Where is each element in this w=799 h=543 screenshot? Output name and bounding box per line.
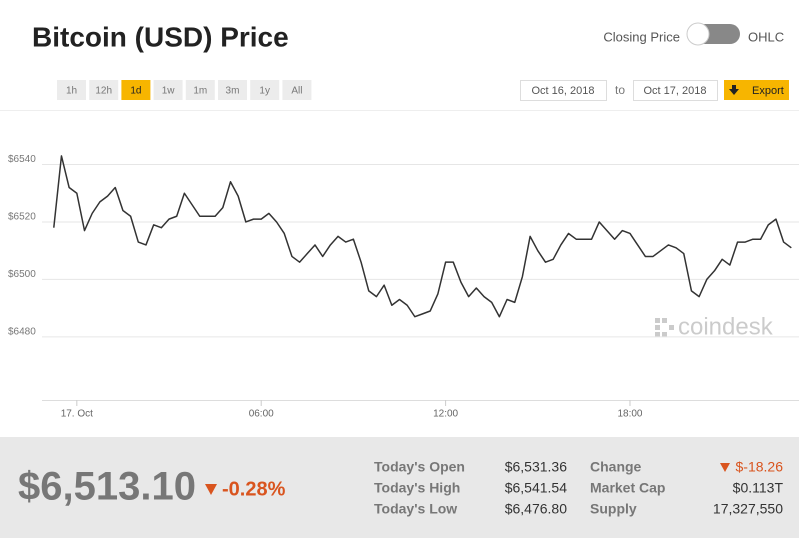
x-tick-label: 12:00 [433,409,458,420]
range-button[interactable]: 12h [89,80,119,100]
export-bg [724,80,789,100]
range-label: 1h [66,86,77,97]
range-button[interactable]: 1d [121,80,151,100]
range-button[interactable]: 1h [57,80,86,100]
logo-block [655,332,660,337]
stat-label: Today's Open [374,459,465,475]
range-button[interactable]: 3m [218,80,247,100]
stat-value: $6,541.54 [505,480,567,496]
range-label: 3m [226,86,240,97]
range-buttons: 1h 12h 1d 1w 1m 3m 1y All [57,80,312,100]
date-from[interactable]: Oct 16, 2018 [520,80,607,101]
export-label: Export [752,85,784,97]
range-bg [121,80,151,100]
stats: Today's Open $6,531.36 Today's High $6,541.… [374,459,783,517]
plot: $6480 $6500 $6520 $6540 17. Oct 06:00 12:00 18:… [8,154,799,420]
page-title: Bitcoin (USD) Price [32,21,289,52]
watermark-text: coindesk [678,313,774,340]
current-price: $6,513.10 [18,465,196,509]
stat-value: $0.113T [733,480,784,496]
summary-panel [0,437,799,538]
export-button[interactable]: Export [724,80,789,100]
range-button[interactable]: 1m [185,80,215,100]
toggle-switch[interactable] [686,22,740,46]
date-box [633,80,718,101]
toggle-label: OHLC [748,29,784,44]
logo-block [669,325,674,330]
price-line [53,155,792,318]
range-label: 1m [193,86,207,97]
date-text: Oct 17, 2018 [644,85,707,97]
down-arrow [205,484,217,495]
stat-value: $6,531.36 [505,459,567,475]
logo-block [662,318,667,323]
x-tick-label: 06:00 [249,409,274,420]
y-tick-label: $6500 [8,269,36,280]
range-label: 1w [162,86,176,97]
stat-label: Today's High [374,480,460,496]
x-tick-label: 18:00 [617,409,642,420]
stat-value: $-18.26 [736,459,784,475]
stat-label: Supply [590,501,637,517]
y-tick-label: $6480 [8,326,36,337]
stat-label: Market Cap [590,480,665,496]
toggle-label: Closing Price [603,29,680,44]
range-label: 12h [95,86,112,97]
down-arrow [720,463,730,472]
x-tick-label: 17. Oct [61,409,93,420]
toggle-knob [686,22,710,46]
watermark: coindesk [655,313,774,340]
stat-label: Change [590,459,642,475]
export-icon [729,85,739,95]
date-separator: to [615,83,625,97]
range-label: 1d [130,86,141,97]
range-label: All [291,86,302,97]
stat-label: Today's Low [374,501,457,517]
range-bg [57,80,86,100]
range-bg [218,80,247,100]
stat-value: $6,476.80 [505,501,567,517]
range-bg [185,80,215,100]
range-bg [89,80,119,100]
logo-block [655,318,660,323]
range-bg [250,80,280,100]
range-bg [153,80,183,100]
range-button[interactable]: 1y [250,80,280,100]
stat-value: 17,327,550 [713,501,783,517]
logo-block [655,325,660,330]
range-button[interactable]: All [282,80,312,100]
date-text: Oct 16, 2018 [532,85,595,97]
range-bg [282,80,312,100]
y-tick-label: $6520 [8,212,36,223]
logo-block [662,332,667,337]
y-tick-label: $6540 [8,154,36,165]
change-percent: -0.28% [222,478,286,500]
date-to[interactable]: Oct 17, 2018 [633,80,718,101]
range-button[interactable]: 1w [153,80,183,100]
date-box [520,80,607,101]
range-label: 1y [259,86,270,97]
